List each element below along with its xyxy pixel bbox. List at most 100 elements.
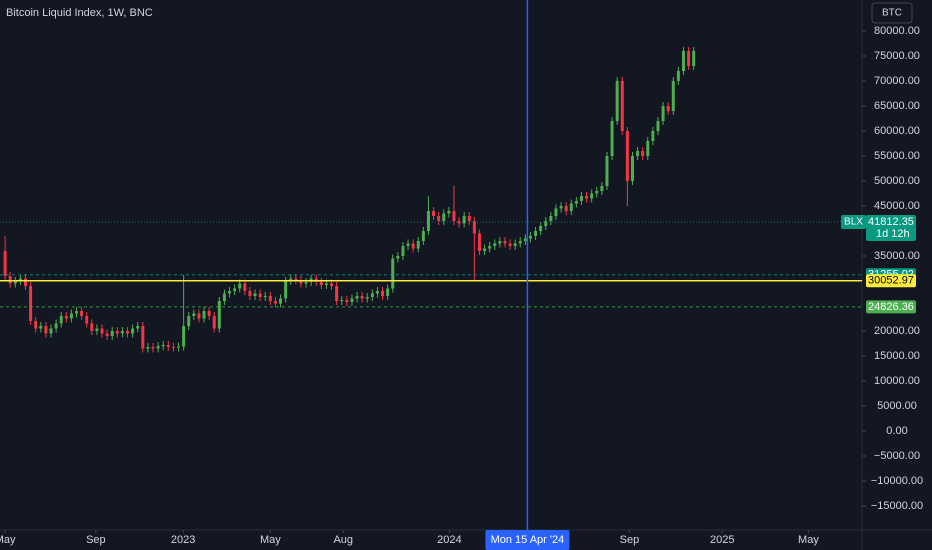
candle-body bbox=[156, 346, 160, 349]
candle-body bbox=[421, 231, 425, 241]
candle-body bbox=[396, 256, 400, 259]
candle-body bbox=[253, 293, 257, 296]
candle-body bbox=[13, 281, 17, 284]
candle-body bbox=[416, 241, 420, 249]
candle-body bbox=[600, 186, 604, 191]
candle-body bbox=[100, 328, 104, 334]
candle-body bbox=[350, 298, 354, 302]
candle-body bbox=[330, 283, 334, 286]
candle-body bbox=[518, 241, 522, 244]
last-price-label-bg bbox=[866, 214, 916, 241]
candle-body bbox=[661, 106, 665, 121]
price-label-bg bbox=[866, 300, 916, 314]
candle-body bbox=[136, 326, 140, 329]
symbol-label: BLX bbox=[844, 217, 863, 228]
countdown-label: 1d 12h bbox=[876, 228, 910, 240]
candle-body bbox=[182, 326, 186, 347]
candle-body bbox=[49, 328, 53, 334]
candle-body bbox=[120, 331, 124, 334]
chart-title: Bitcoin Liquid Index, 1W, BNC bbox=[6, 7, 153, 19]
candle-body bbox=[289, 278, 293, 281]
candle-body bbox=[569, 203, 573, 211]
candle-body bbox=[131, 328, 135, 334]
y-tick-label: 75000.00 bbox=[874, 50, 920, 62]
candle-body bbox=[146, 347, 150, 349]
candle-body bbox=[171, 347, 175, 348]
candle-body bbox=[651, 131, 655, 141]
y-tick-label: 70000.00 bbox=[874, 75, 920, 87]
x-tick-label: 2025 bbox=[710, 534, 734, 546]
y-tick-label: 15000.00 bbox=[874, 350, 920, 362]
candle-body bbox=[69, 313, 73, 319]
candle-body bbox=[105, 333, 109, 336]
candle-body bbox=[488, 246, 492, 249]
y-tick-label: −5000.00 bbox=[874, 450, 920, 462]
y-tick-label: 5000.00 bbox=[877, 400, 917, 412]
x-tick-label: Aug bbox=[333, 534, 353, 546]
candle-body bbox=[294, 278, 298, 280]
candle-body bbox=[340, 300, 344, 301]
currency-button[interactable] bbox=[871, 2, 913, 24]
candle-body bbox=[503, 241, 507, 244]
price-label: 24826.36 bbox=[868, 301, 914, 313]
x-tick-label: Sep bbox=[86, 534, 106, 546]
candle-body bbox=[549, 216, 553, 221]
candle-body bbox=[564, 206, 568, 211]
symbol-label-bg bbox=[841, 214, 866, 229]
candle-body bbox=[630, 156, 634, 181]
candle-body bbox=[217, 301, 221, 329]
candle-body bbox=[8, 276, 12, 284]
candle-body bbox=[554, 208, 558, 216]
candle-body bbox=[472, 221, 476, 234]
candle-body bbox=[508, 243, 512, 246]
candle-body bbox=[360, 296, 364, 299]
candle-body bbox=[477, 233, 481, 251]
candle-body bbox=[636, 151, 640, 156]
y-tick-label: 10000.00 bbox=[874, 375, 920, 387]
candle-body bbox=[437, 216, 441, 221]
candle-body bbox=[85, 316, 89, 324]
candle-body bbox=[319, 282, 323, 285]
candle-body bbox=[238, 283, 242, 289]
candle-body bbox=[161, 345, 165, 346]
candle-body bbox=[222, 293, 226, 301]
candle-body bbox=[406, 243, 410, 246]
candle-body bbox=[585, 196, 589, 199]
candle-body bbox=[39, 326, 43, 329]
candle-body bbox=[207, 311, 211, 316]
candle-body bbox=[671, 81, 675, 111]
candle-body bbox=[544, 221, 548, 226]
candle-body bbox=[483, 248, 487, 251]
x-tick-label: 2024 bbox=[437, 534, 461, 546]
last-price-label: 41812.35 bbox=[868, 216, 914, 228]
candle-body bbox=[273, 301, 277, 304]
candle-body bbox=[151, 347, 155, 349]
candle-body bbox=[54, 323, 58, 329]
candle-body bbox=[95, 328, 99, 331]
x-tick-label: 2023 bbox=[171, 534, 195, 546]
y-tick-label: 60000.00 bbox=[874, 125, 920, 137]
candle-body bbox=[625, 131, 629, 181]
candle-body bbox=[90, 323, 94, 331]
candle-body bbox=[197, 313, 201, 319]
currency-label[interactable]: BTC bbox=[882, 8, 902, 19]
candle-body bbox=[299, 280, 303, 284]
candle-body bbox=[268, 296, 272, 301]
candle-body bbox=[355, 296, 359, 299]
candle-body bbox=[304, 282, 308, 284]
candle-body bbox=[574, 201, 578, 204]
candle-body bbox=[401, 246, 405, 256]
x-tick-label: May bbox=[260, 534, 281, 546]
candle-body bbox=[462, 216, 466, 224]
plot bbox=[3, 47, 696, 353]
candle-body bbox=[656, 121, 660, 131]
candle-body bbox=[24, 278, 28, 286]
candle-body bbox=[386, 288, 390, 296]
candle-body bbox=[590, 193, 594, 199]
candle-body bbox=[646, 141, 650, 156]
candle-body bbox=[80, 311, 84, 316]
price-label: 30052.97 bbox=[868, 275, 914, 287]
candle-body bbox=[513, 243, 517, 246]
candle-body bbox=[75, 311, 79, 314]
candle-body bbox=[248, 291, 252, 296]
